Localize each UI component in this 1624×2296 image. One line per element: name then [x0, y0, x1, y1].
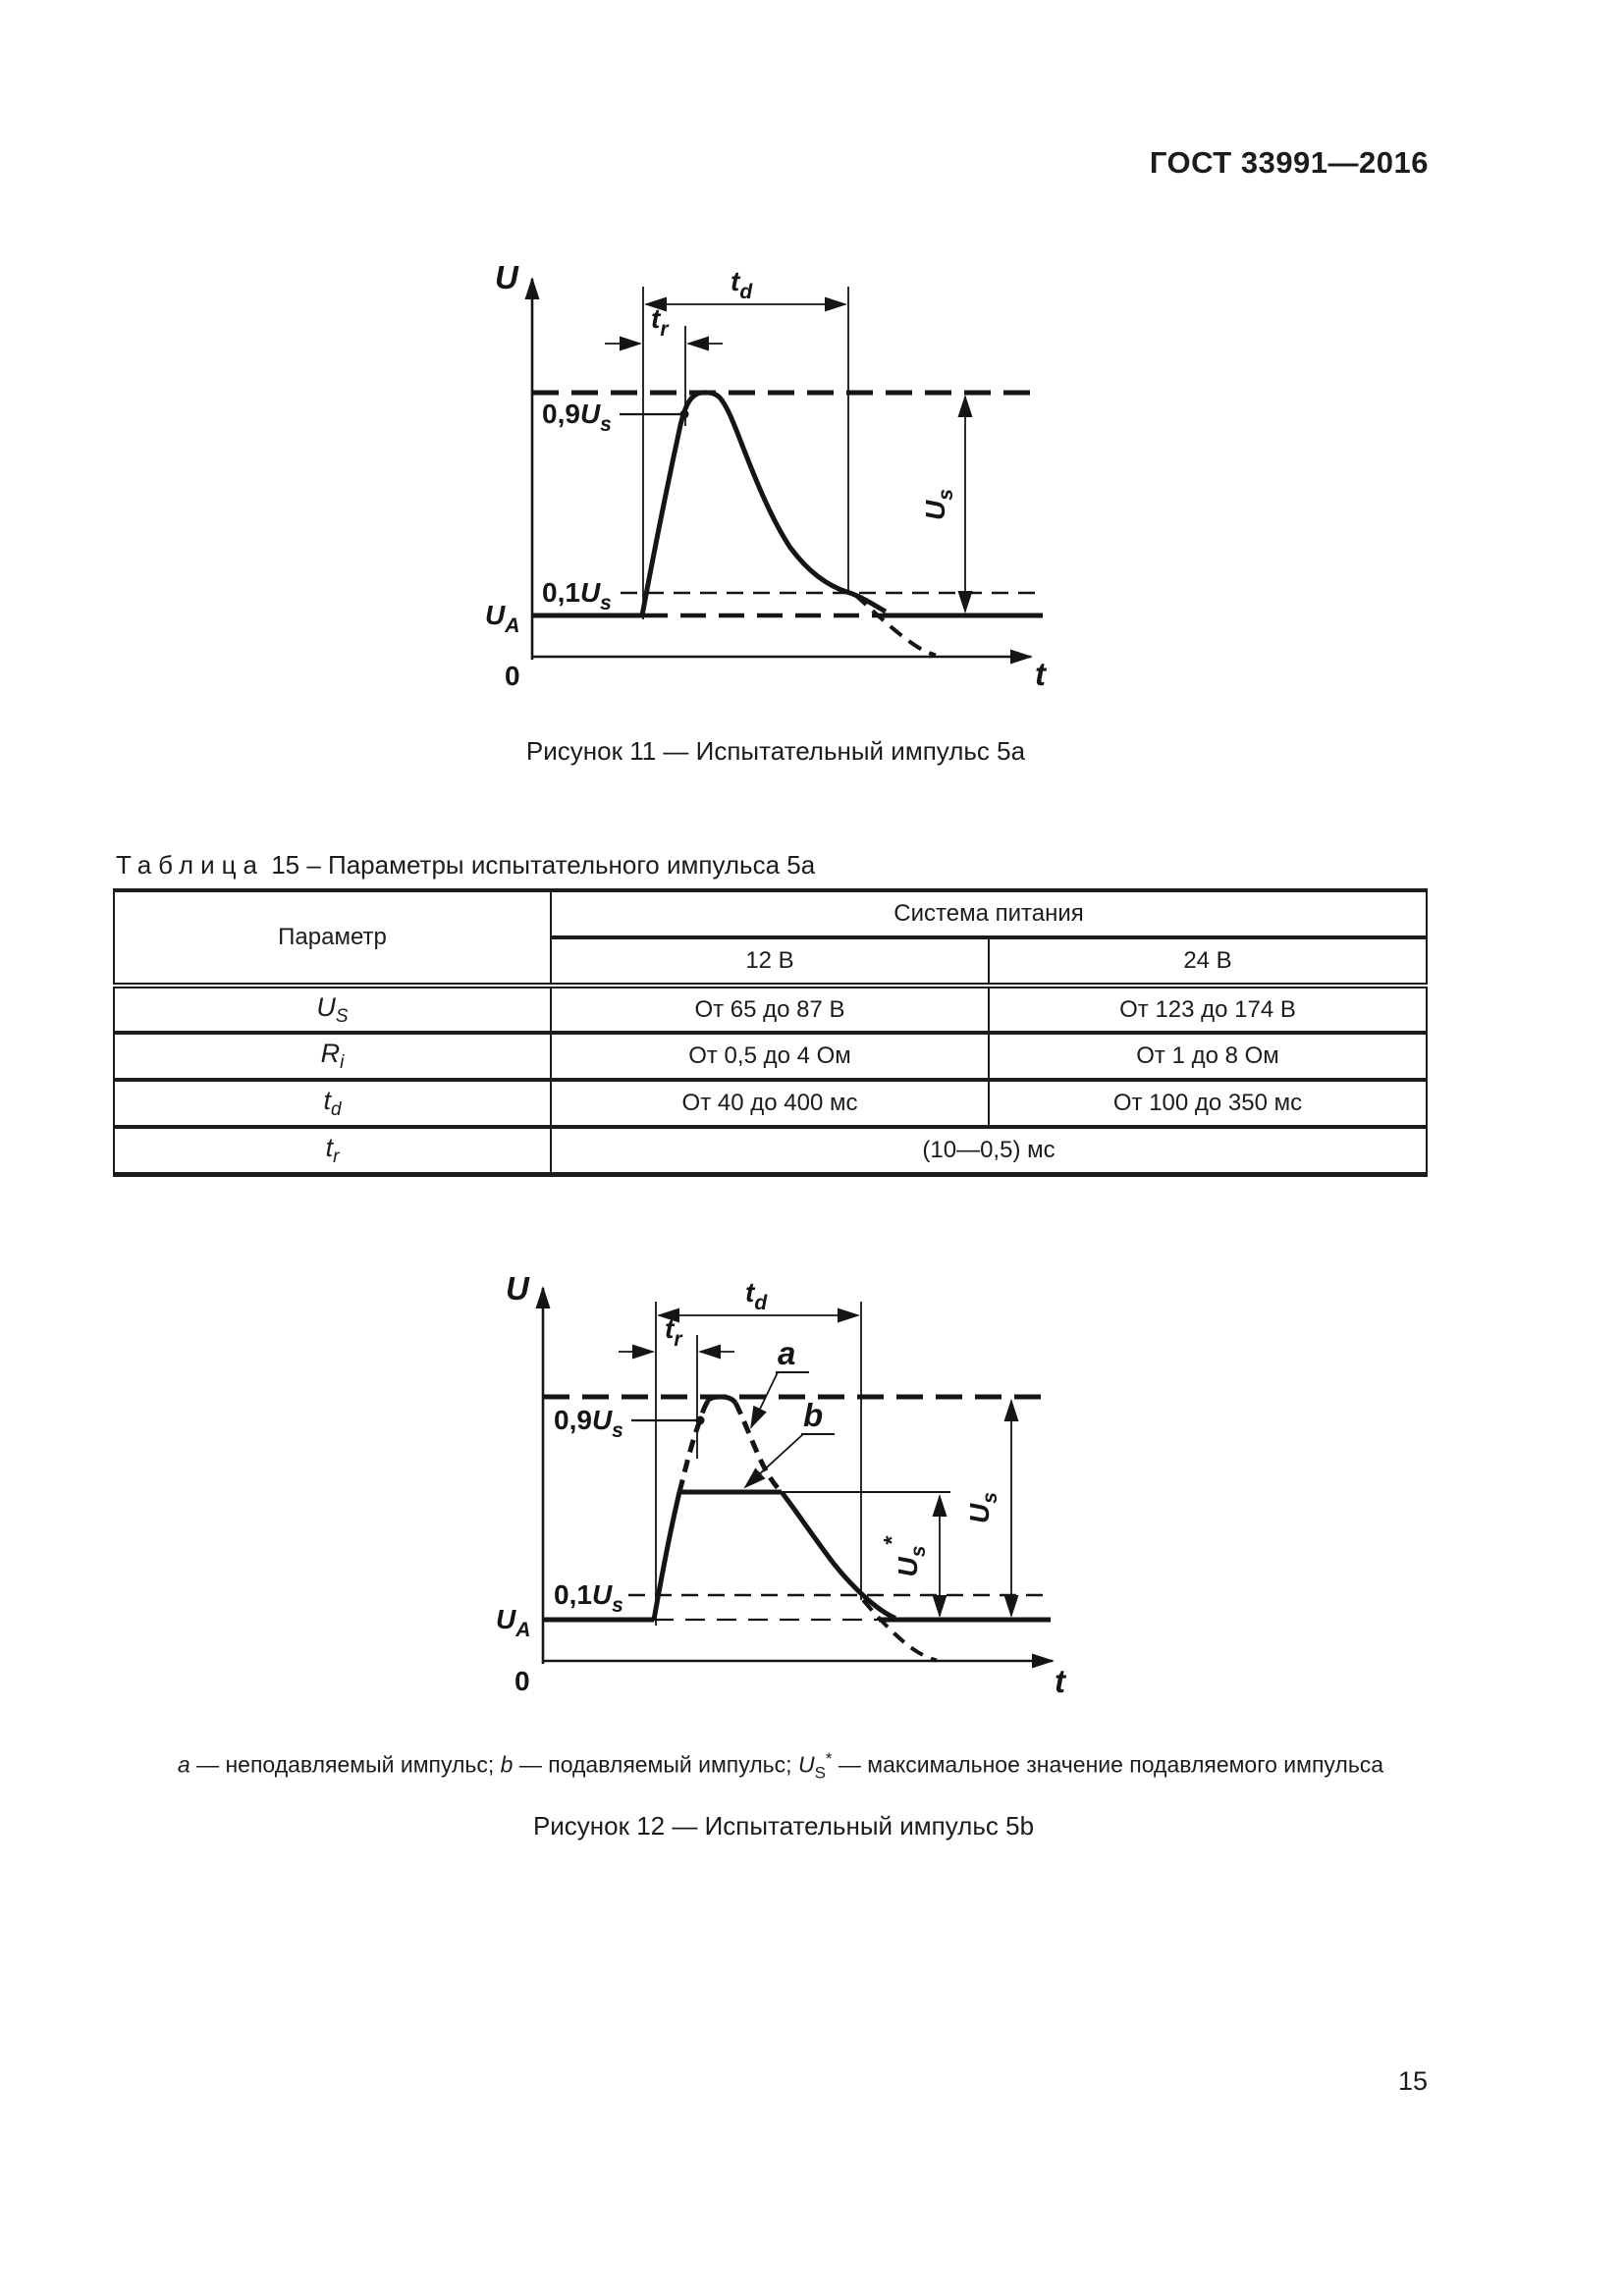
p01-label: 0,1Us	[542, 577, 612, 614]
pulse-b-decay-solid	[780, 1490, 897, 1621]
param-us: US	[113, 986, 552, 1035]
p01-label: 0,1Us	[554, 1579, 623, 1617]
table-row-us: US От 65 до 87 В От 123 до 174 В	[113, 986, 1429, 1035]
table-row-ri: Ri От 0,5 до 4 Ом От 1 до 8 Ом	[113, 1033, 1429, 1082]
footnote-us-sub: S	[814, 1763, 826, 1783]
param-ri: Ri	[113, 1033, 552, 1082]
pulse-decay-dashed-tail	[853, 593, 937, 658]
pulse-rise-solid	[651, 1491, 682, 1621]
u-axis-label: U	[495, 259, 519, 295]
value-td-12v: От 40 до 400 мс	[550, 1080, 990, 1129]
td-dimension-label: td	[745, 1277, 768, 1314]
value-ri-24v: От 1 до 8 Ом	[987, 1033, 1429, 1082]
footnote-us-sup: *	[825, 1749, 833, 1768]
us-dimension-label: Us	[920, 489, 957, 520]
tr-dimension-label: tr	[665, 1313, 683, 1351]
document-header: ГОСТ 33991—2016	[1149, 145, 1429, 180]
table-15: Параметр Система питания 12 В 24 В US От…	[113, 888, 1429, 1177]
value-us-12v: От 65 до 87 В	[550, 986, 990, 1035]
figure-11-caption: Рисунок 11 — Испытательный импульс 5а	[525, 736, 1026, 766]
t-axis-label: t	[1035, 656, 1048, 689]
param-td: td	[113, 1080, 552, 1129]
p09-label: 0,9Us	[542, 399, 612, 436]
value-tr-span: (10—0,5) мс	[549, 1127, 1429, 1174]
curve-a-arrow	[750, 1371, 779, 1429]
footnote-a-text: — неподавляемый импульс;	[189, 1751, 501, 1778]
figure-11-graph: U t 0 td tr 0,9Us 0,1Us UA Us	[485, 259, 1048, 689]
us-dimension-label: Us	[964, 1492, 1001, 1523]
figure-12-footnote: a — неподавляемый импульс; b — подавляем…	[118, 1749, 1443, 1783]
tr-dimension-label: tr	[651, 303, 670, 341]
value-td-24v: От 100 до 350 мс	[987, 1080, 1429, 1129]
footnote-a-symbol: a	[177, 1751, 190, 1778]
pulse-a-peak	[705, 1394, 737, 1405]
figure-12-graph: U t 0 td tr 0,9Us 0,1Us UA Us* Us	[496, 1270, 1067, 1699]
value-ri-12v: От 0,5 до 4 Ом	[550, 1033, 990, 1082]
table-15-title-word: Таблица	[116, 850, 264, 880]
table-row-tr: tr (10—0,5) мс	[113, 1127, 1429, 1174]
ua-label: UA	[485, 600, 519, 637]
table-header-24v: 24 В	[987, 937, 1429, 988]
curve-b-arrow	[743, 1433, 804, 1489]
origin-label: 0	[505, 661, 520, 689]
p09-label: 0,9Us	[554, 1405, 623, 1442]
figure-12-caption: Рисунок 12 — Испытательный импульс 5b	[532, 1811, 1035, 1841]
us-star-dimension-label: Us*	[879, 1536, 930, 1577]
t-axis-label: t	[1055, 1663, 1067, 1699]
curve-b-label: b	[803, 1397, 823, 1433]
pulse-curve	[639, 390, 888, 616]
table-15-title-text: 15 – Параметры испытательного импульса 5…	[271, 850, 816, 880]
table-row-td: td От 40 до 400 мс От 100 до 350 мс	[113, 1080, 1429, 1129]
curve-a-label: a	[778, 1335, 795, 1371]
table-header-parameter: Параметр	[113, 890, 552, 988]
pulse-a-decay-dashed	[732, 1401, 784, 1494]
origin-label: 0	[514, 1666, 530, 1696]
td-dimension-label: td	[731, 266, 753, 303]
ua-label: UA	[496, 1604, 530, 1641]
pulse-decay-dashed-tail	[861, 1598, 938, 1663]
table-header-system: Система питания	[549, 890, 1429, 939]
param-tr: tr	[113, 1127, 552, 1174]
pulse-a-rise-dashed	[677, 1398, 712, 1493]
value-us-24v: От 123 до 174 В	[987, 986, 1429, 1035]
footnote-b-symbol: b	[500, 1751, 514, 1778]
u-axis-label: U	[506, 1270, 530, 1307]
footnote-us-text: — максимальное значение подавляемого имп…	[832, 1751, 1384, 1778]
page-number: 15	[1398, 2066, 1429, 2096]
footnote-b-text: — подавляемый импульс;	[513, 1751, 798, 1778]
table-15-title: Таблица 15 – Параметры испытательного им…	[116, 850, 815, 881]
footnote-us-symbol: U	[797, 1751, 815, 1778]
table-header-12v: 12 В	[550, 937, 990, 988]
